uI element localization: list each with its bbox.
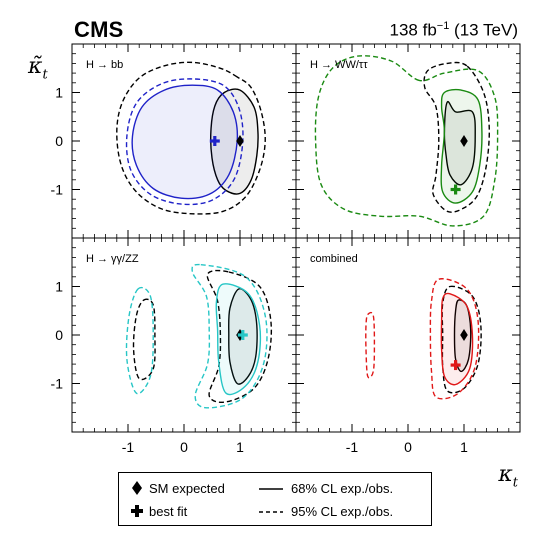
y-tick-label: 0 [55,133,63,149]
contour-observed-95-3 [429,278,480,400]
panel-contours [116,61,266,215]
legend-sm-expected: SM expected [149,481,225,496]
x-tick-label: -1 [122,439,135,455]
panel-frame [295,43,521,239]
contour-observed-68-2 [440,292,474,386]
panel-contours [314,55,499,227]
panel-3: -1 0 1 -1 0 1 H → γγ/ZZ [51,237,297,455]
contour-observed-95-5 [125,286,154,395]
y-axis-subscript: t [42,67,48,83]
luminosity-exponent: −1 [436,20,450,32]
panel-label: H → γγ/ZZ [86,253,139,265]
x-tick-label: 0 [180,439,188,455]
contour-observed-95-4 [191,263,268,409]
y-tick-label: -1 [51,182,64,198]
contour-observed-68-2 [131,84,239,200]
energy-label: (13 TeV) [449,20,518,40]
best-fit-marker-h [209,139,220,143]
contour-observed-95-4 [365,311,376,379]
x-tick-label: 1 [236,439,244,455]
contour-expected-68-0 [443,100,476,186]
legend: SM expected best fit 68% CL exp./obs. 95… [118,472,432,526]
legend-cl95: 95% CL exp./obs. [291,504,394,519]
best-fit-icon [131,505,143,517]
panel-4: -1 0 1 combined [295,237,521,455]
y-tick-label: -1 [51,376,64,392]
x-axis-subscript: t [512,475,518,491]
sm-expected-marker [236,135,244,147]
solid-line-icon [259,488,283,490]
sm-expected-marker [460,329,468,341]
panel-2: H → WW/ττ [295,43,521,239]
legend-cl68: 68% CL exp./obs. [291,481,394,496]
panel-contours [125,263,273,409]
y-tick-label: 1 [55,279,63,295]
panel-label: H → WW/ττ [310,59,368,71]
contour-observed-95-3 [314,55,499,227]
panel-1: -1 0 1 H → bb [51,43,297,239]
best-fit-marker-h [237,333,248,337]
panel-frame [71,237,297,433]
y-tick-label: 0 [55,327,63,343]
sm-expected-marker [460,135,468,147]
best-fit-marker-h [450,187,461,192]
panel-contours [365,278,482,400]
y-axis-symbol: κ̃ [28,54,43,79]
x-tick-label: 1 [460,439,468,455]
x-axis-label: κt [498,462,518,490]
contour-expected-95-1 [116,61,266,215]
contour-observed-68-3 [215,283,262,396]
dashed-line-icon [259,511,283,513]
panel-label: H → bb [86,59,123,71]
contour-expected-95-1 [423,61,491,213]
y-tick-label: 1 [55,85,63,101]
x-tick-label: -1 [346,439,359,455]
experiment-label: CMS [74,17,124,42]
panel-frame [295,237,521,433]
luminosity-label: 138 fb−1 (13 TeV) [390,20,518,41]
x-tick-label: 0 [404,439,412,455]
luminosity-value: 138 fb [389,20,437,40]
contour-observed-68-2 [440,88,483,204]
panel-label: combined [310,253,358,265]
panels-group: -1 0 1 H → bb H → WW/ττ -1 0 1 -1 0 1 H → γγ/ZZ -1 0 1… [51,43,521,455]
best-fit-marker-h [450,363,461,367]
sm-expected-icon [132,481,142,495]
y-axis-label: κ̃t [28,54,48,82]
legend-best-fit: best fit [149,504,188,519]
x-axis-symbol: κ [498,462,513,487]
